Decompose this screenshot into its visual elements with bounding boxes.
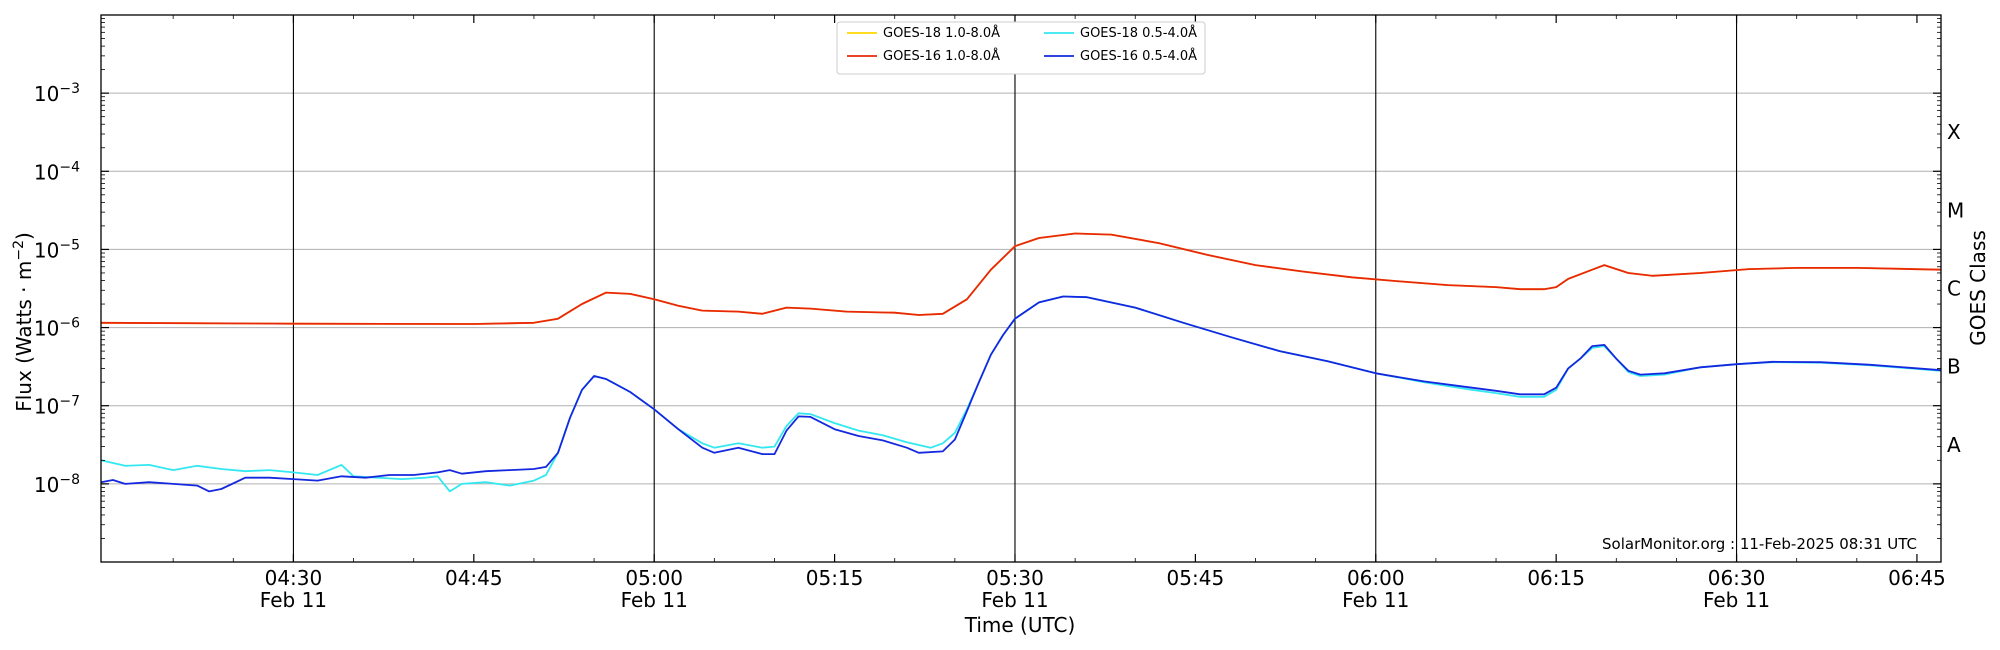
y-tick-exponent: −8 <box>59 472 80 488</box>
y-tick-label: 10−8 <box>34 472 80 497</box>
y-tick-exponent: −6 <box>59 316 80 332</box>
series-line-1 <box>100 232 1942 325</box>
series-layer <box>100 232 1942 493</box>
series-line-3 <box>100 295 1942 493</box>
x-tick-time-label: 06:15 <box>1527 566 1585 590</box>
legend-label-1: GOES-16 1.0-8.0Å <box>883 48 1000 64</box>
y-tick-exponent: −4 <box>59 159 80 175</box>
y-tick-base: 10 <box>34 82 59 106</box>
grid-layer <box>101 92 1941 485</box>
x-tick-time-label: 05:45 <box>1167 566 1225 590</box>
x-tick-date-label: Feb 11 <box>621 588 688 612</box>
y-axis-title-exponent: −2 <box>11 240 27 261</box>
legend-box <box>836 21 1206 75</box>
x-tick-time-label: 04:45 <box>445 566 503 590</box>
goes-class-label-a: A <box>1947 433 1961 457</box>
x-axis-title: Time (UTC) <box>964 613 1076 637</box>
x-tick-date-label: Feb 11 <box>981 588 1048 612</box>
goes-class-label-m: M <box>1947 198 1964 222</box>
y-tick-label: 10−3 <box>34 81 80 106</box>
solarmonitor-watermark: SolarMonitor.org : 11-Feb-2025 08:31 UTC <box>1602 535 1917 553</box>
y-tick-base: 10 <box>34 395 59 419</box>
goes-class-axis-title: GOES Class <box>1966 230 1990 346</box>
goes-class-label-c: C <box>1947 277 1961 301</box>
y-axis-title-main: Flux (Watts · m <box>12 261 36 412</box>
y-axis-title-close: ) <box>12 232 36 240</box>
vertical-line-layer <box>292 15 1738 562</box>
y-tick-label: 10−4 <box>34 159 80 184</box>
legend: GOES-18 1.0-8.0Å GOES-16 1.0-8.0Å GOES-18 … <box>836 21 1206 75</box>
x-tick-date-label: Feb 11 <box>1703 588 1770 612</box>
y-tick-base: 10 <box>34 238 59 262</box>
y-tick-label: 10−5 <box>34 237 80 262</box>
legend-label-2: GOES-18 0.5-4.0Å <box>1080 25 1197 41</box>
y-tick-exponent: −3 <box>59 81 80 97</box>
legend-label-0: GOES-18 1.0-8.0Å <box>883 25 1000 41</box>
x-tick-time-label: 04:30 <box>265 566 323 590</box>
y-tick-base: 10 <box>34 473 59 497</box>
x-tick-time-label: 05:15 <box>806 566 864 590</box>
y-tick-exponent: −7 <box>59 394 80 410</box>
x-tick-time-label: 05:30 <box>986 566 1044 590</box>
y-axis-title: Flux (Watts · m−2) <box>11 232 36 412</box>
y-tick-base: 10 <box>34 160 59 184</box>
x-tick-time-label: 06:00 <box>1347 566 1405 590</box>
x-tick-time-label: 06:45 <box>1888 566 1946 590</box>
y-tick-label: 10−6 <box>34 316 80 341</box>
x-tick-time-label: 05:00 <box>625 566 683 590</box>
legend-label-3: GOES-16 0.5-4.0Å <box>1080 48 1197 64</box>
goes-class-label-b: B <box>1947 355 1961 379</box>
y-tick-exponent: −5 <box>59 237 80 253</box>
plot-frame <box>100 14 1942 563</box>
y-tick-label: 10−7 <box>34 394 80 419</box>
x-tick-time-label: 06:30 <box>1708 566 1766 590</box>
goes-class-label-x: X <box>1947 120 1961 144</box>
x-tick-date-label: Feb 11 <box>1342 588 1409 612</box>
x-tick-date-label: Feb 11 <box>260 588 327 612</box>
y-tick-base: 10 <box>34 317 59 341</box>
